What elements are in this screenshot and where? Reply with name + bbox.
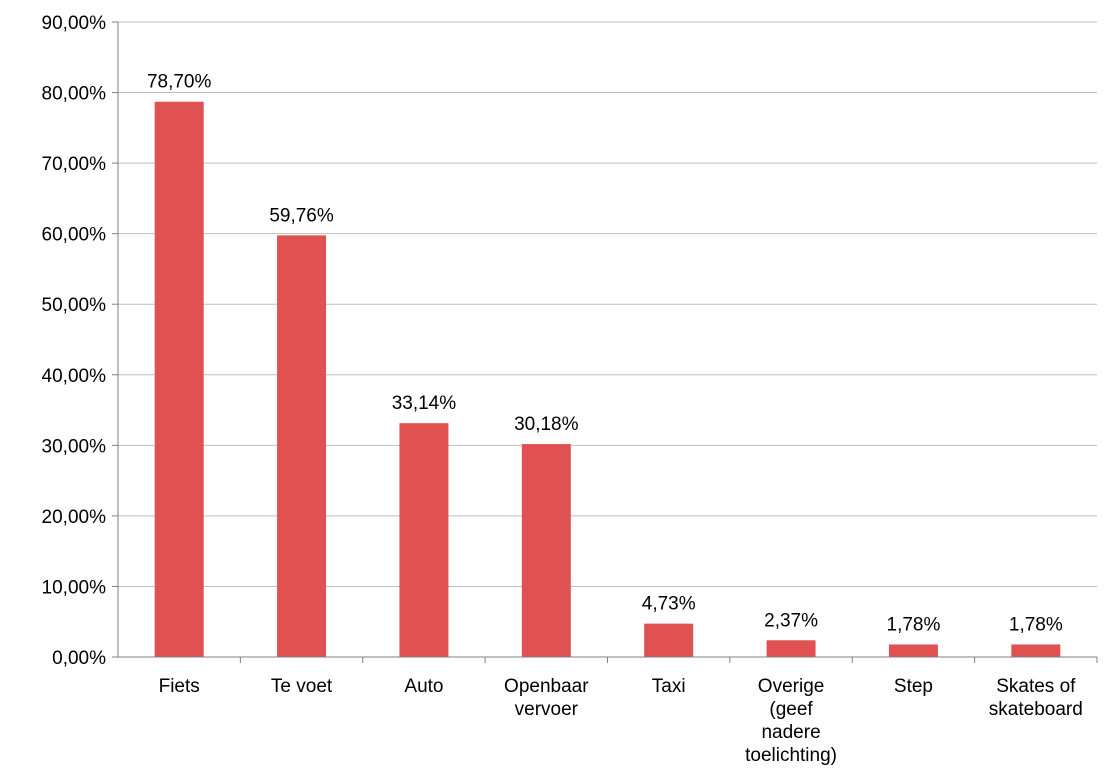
y-tick-label: 20,00% [42,507,107,528]
category-label-line: Overige [758,676,825,697]
y-tick-label: 70,00% [42,154,107,175]
data-label: 30,18% [514,414,579,435]
category-label-line: Auto [404,676,443,697]
category-label: Overige (geef nadere toelichting) [745,676,837,766]
y-axis-tick-labels: 0,00% 10,00% 20,00% 30,00% 40,00% 50,00% 60,00… [42,13,118,669]
bar [277,235,327,658]
gridlines [118,21,1097,587]
data-label: 33,14% [392,393,457,414]
category-label: Step [894,676,933,697]
category-label: Skates of skateboard [989,676,1083,720]
category-label: Fiets [159,676,200,697]
bar [888,644,938,657]
y-tick-label: 0,00% [52,648,106,669]
data-label: 2,37% [764,610,818,631]
category-label-line: (geef [769,699,813,720]
data-labels: 78,70% 59,76% 33,14% 30,18% 4,73% 2,37% 1,78% 1… [147,72,1063,636]
axes [117,22,1097,658]
category-label-line: Openbaar [504,676,589,697]
bar [766,640,816,657]
y-tick-label: 30,00% [42,436,107,457]
bar [644,623,694,657]
bar [1011,644,1061,657]
category-label-line: vervoer [515,699,579,720]
category-label-line: nadere [761,722,820,743]
category-label-line: Skates of [996,676,1076,697]
category-label-line: skateboard [989,699,1083,720]
category-label-line: Step [894,676,933,697]
category-label: Taxi [652,676,686,697]
data-label: 4,73% [642,594,696,615]
category-label: Auto [404,676,443,697]
data-label: 1,78% [887,614,941,635]
category-label-line: toelichting) [745,745,837,766]
category-label-line: Fiets [159,676,200,697]
data-label: 1,78% [1009,614,1063,635]
bar [521,444,571,657]
y-tick-label: 90,00% [42,13,107,34]
y-tick-label: 60,00% [42,225,107,246]
y-tick-label: 80,00% [42,84,107,105]
data-label: 59,76% [269,205,334,226]
y-tick-label: 50,00% [42,295,107,316]
category-label: Te voet [271,676,333,697]
bar [399,423,449,657]
category-label: Openbaar vervoer [504,676,589,720]
y-tick-label: 10,00% [42,577,107,598]
data-label: 78,70% [147,72,212,93]
bars [154,101,1061,658]
category-label-line: Taxi [652,676,686,697]
bar [154,101,204,657]
y-tick-label: 40,00% [42,366,107,387]
category-label-line: Te voet [271,676,333,697]
x-axis-category-labels: Fiets Te voet Auto Openbaar vervoer Taxi Overi… [159,657,1098,766]
